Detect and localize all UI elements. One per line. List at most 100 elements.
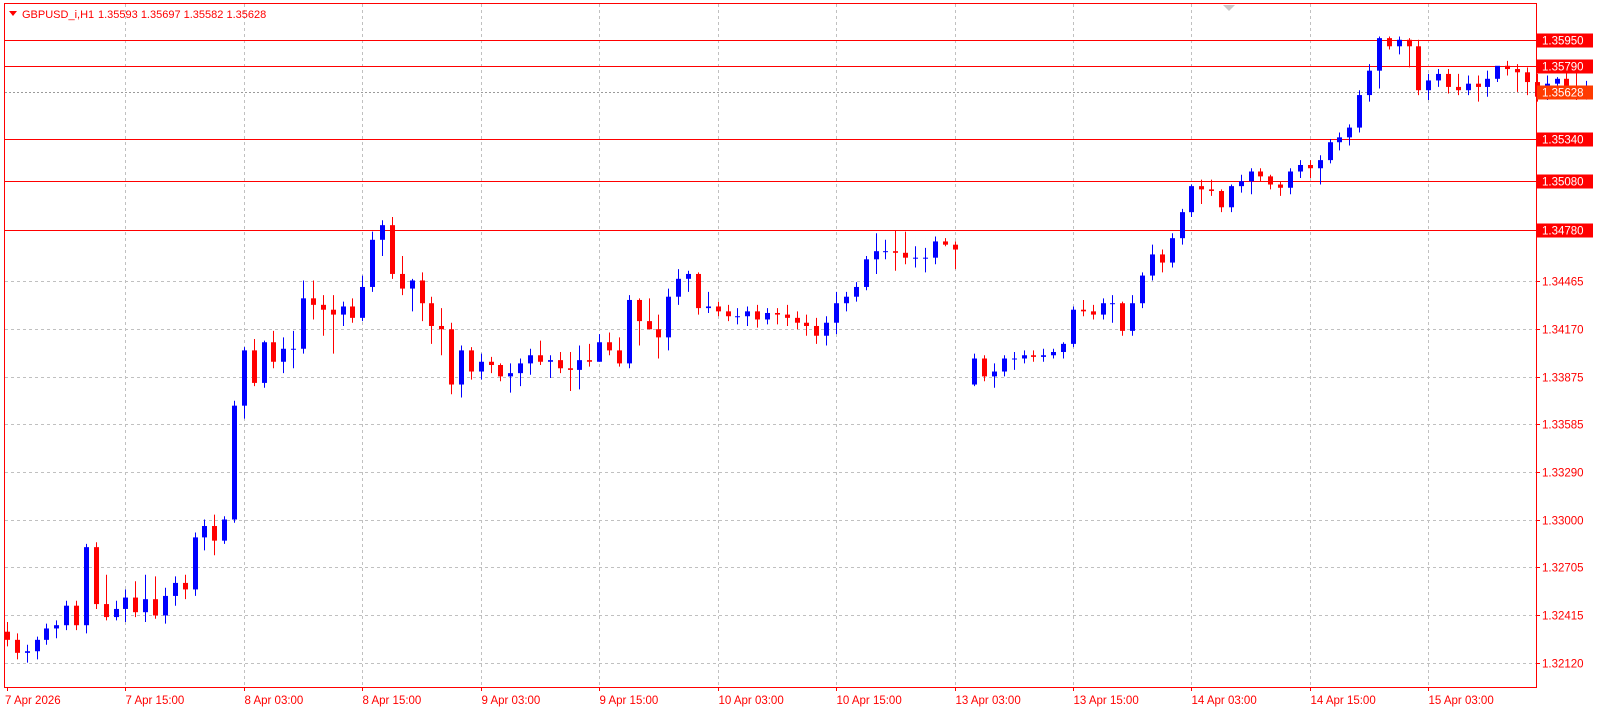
bull-candle-body: [1061, 343, 1066, 353]
price-tick-label: 1.34465: [1542, 277, 1584, 289]
bear-candle-body: [785, 314, 790, 318]
bull-candle-body: [64, 605, 69, 626]
bull-candle-body: [1041, 355, 1046, 357]
bull-candle-body: [84, 547, 89, 626]
bull-candle-body: [992, 371, 997, 377]
chart-header: GBPUSD_i,H1 1.35593 1.35697 1.35582 1.35…: [9, 9, 266, 21]
bear-candle-body: [1160, 254, 1165, 263]
bull-candle-body: [291, 348, 296, 350]
time-axis[interactable]: 7 Apr 2026 7 Apr 15:00 8 Apr 03:00 8 Apr 15…: [5, 687, 1494, 707]
bull-candle-body: [242, 350, 247, 406]
price-tick-label: 1.34170: [1542, 325, 1584, 337]
bear-candle-body: [893, 251, 898, 253]
bull-candle-body: [1101, 303, 1106, 315]
bear-candle-body: [469, 350, 474, 372]
current-price-label: 1.35628: [1542, 88, 1584, 100]
bull-candle-body: [410, 280, 415, 289]
bear-candle-body: [104, 604, 109, 618]
bear-candle-body: [498, 365, 503, 377]
price-tick-label: 1.32415: [1542, 611, 1584, 623]
bull-candle-body: [933, 241, 938, 258]
time-label: 14 Apr 03:00: [1192, 695, 1257, 707]
bull-candle-body: [301, 298, 306, 349]
bull-candle-body: [686, 273, 691, 279]
bull-candle-body: [1071, 309, 1076, 344]
bear-candle-body: [647, 321, 652, 330]
bear-candle-body: [1525, 72, 1530, 83]
bear-candle-body: [400, 273, 405, 289]
time-label: 13 Apr 03:00: [956, 695, 1021, 707]
bull-candle-body: [1110, 303, 1115, 305]
bull-candle-body: [765, 312, 770, 320]
bear-candle-body: [1258, 171, 1263, 177]
bull-candle-body: [222, 519, 227, 541]
bull-candle-body: [25, 651, 30, 653]
bear-candle-body: [795, 317, 800, 323]
bull-candle-body: [1367, 70, 1372, 96]
level-label: 1.35340: [1542, 135, 1584, 147]
triangle-down-icon[interactable]: [9, 11, 17, 16]
bull-candle-body: [1170, 238, 1175, 263]
bull-candle-body: [1377, 38, 1382, 71]
bear-candle-body: [5, 631, 10, 640]
bull-candle-body: [1318, 160, 1323, 169]
bull-candle-body: [706, 306, 711, 309]
scroll-shift-marker[interactable]: [1223, 5, 1235, 11]
bull-candle-body: [479, 361, 484, 372]
grid: [5, 4, 1536, 687]
bear-candle-body: [390, 225, 395, 274]
bull-candle-body: [1328, 142, 1333, 161]
bull-candle-body: [143, 599, 148, 613]
bear-candle-body: [1564, 78, 1569, 87]
bull-candle-body: [54, 625, 59, 629]
bear-candle-body: [1515, 69, 1520, 73]
bear-candle-body: [607, 342, 612, 351]
bull-candle-body: [1555, 78, 1560, 84]
bull-candle-body: [1495, 65, 1500, 79]
horizontal-levels[interactable]: [5, 40, 1536, 231]
bear-candle-body: [489, 361, 494, 366]
bear-candle-body: [1308, 164, 1313, 169]
bull-candle-body: [1189, 186, 1194, 213]
time-label: 8 Apr 15:00: [363, 695, 422, 707]
bull-candle-body: [864, 259, 869, 287]
bear-candle-body: [1081, 309, 1086, 312]
bear-candle-body: [804, 322, 809, 326]
time-label: 8 Apr 03:00: [245, 695, 304, 707]
bear-candle-body: [726, 311, 731, 317]
bull-candle-body: [1426, 80, 1431, 91]
time-label: 9 Apr 03:00: [482, 695, 541, 707]
bull-candle-body: [1140, 275, 1145, 304]
bull-candle-body: [262, 342, 267, 383]
bull-candle-body: [114, 608, 119, 618]
level-label-box: [1537, 223, 1593, 238]
bear-candle-body: [755, 311, 760, 320]
price-tick-label: 1.33585: [1542, 420, 1584, 432]
time-label: 7 Apr 15:00: [126, 695, 185, 707]
bull-candle-body: [281, 348, 286, 362]
price-axis[interactable]: 1.32120 1.32415 1.32705 1.33000 1.33290 1.335…: [1536, 277, 1584, 671]
bull-candle-body: [193, 537, 198, 590]
candles: [5, 36, 1589, 663]
bear-candle-body: [321, 304, 326, 310]
bear-candle-body: [94, 547, 99, 605]
bear-candle-body: [656, 329, 661, 338]
bear-candle-body: [15, 639, 20, 653]
bear-candle-body: [538, 355, 543, 362]
bull-candle-body: [1347, 127, 1352, 138]
bull-candle-body: [1022, 355, 1027, 359]
time-label: 15 Apr 03:00: [1429, 695, 1494, 707]
bull-candle-body: [370, 239, 375, 287]
bull-candle-body: [1150, 254, 1155, 276]
bear-candle-body: [133, 597, 138, 613]
bear-candle-body: [617, 350, 622, 364]
price-tick-label: 1.32120: [1542, 659, 1584, 671]
bull-candle-body: [173, 582, 178, 596]
bull-candle-body: [824, 322, 829, 336]
bear-candle-body: [1209, 189, 1214, 192]
bear-candle-body: [350, 306, 355, 318]
bull-candle-body: [35, 639, 40, 652]
current-price-label-box: [1537, 85, 1593, 100]
